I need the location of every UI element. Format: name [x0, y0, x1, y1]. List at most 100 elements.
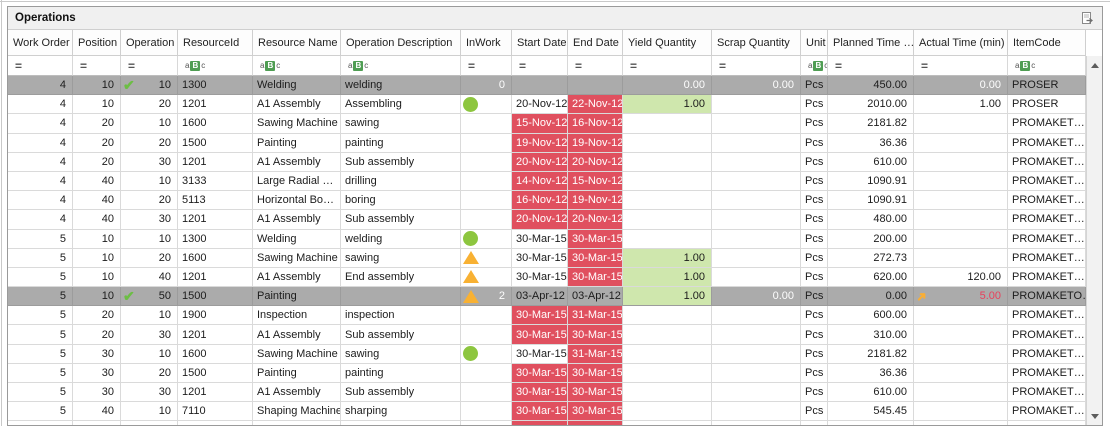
cell-at[interactable] — [914, 363, 1008, 383]
cell-ed[interactable]: 19-Nov-12 — [568, 133, 623, 153]
cell-item[interactable]: PROMAKET… — [1008, 171, 1086, 192]
cell-rid[interactable]: 1201 — [178, 152, 253, 172]
cell-pos[interactable]: 10 — [73, 95, 121, 115]
cell-sq[interactable] — [712, 325, 801, 345]
cell-rid[interactable]: 1201 — [178, 210, 253, 230]
table-row[interactable]: 5 10 10 1300 Welding welding 30-Mar-15 30-Mar-1… — [8, 229, 1086, 249]
cell-item[interactable]: PROMAKET… — [1008, 133, 1086, 153]
cell-rname[interactable]: A1 Assembly — [253, 383, 341, 403]
cell-at[interactable] — [914, 344, 1008, 364]
cell-unit[interactable] — [801, 421, 828, 425]
cell-rname[interactable]: Horizontal Bo… — [253, 191, 341, 211]
cell-pt[interactable]: 450.00 — [828, 76, 914, 96]
cell-pos[interactable]: 10 — [73, 248, 121, 268]
cell-rname[interactable]: Painting — [253, 133, 341, 153]
cell-item[interactable]: PROMAKET… — [1008, 402, 1086, 422]
cell-at[interactable] — [914, 421, 1008, 425]
cell-rid[interactable]: 1201 — [178, 325, 253, 345]
cell-unit[interactable]: Pcs — [801, 114, 828, 134]
cell-item[interactable]: PROMAKET… — [1008, 152, 1086, 172]
cell-pt[interactable]: 2010.00 — [828, 95, 914, 115]
cell-sq[interactable] — [712, 114, 801, 134]
cell-iwn[interactable] — [461, 210, 512, 230]
column-header-unit[interactable]: Unit — [801, 30, 828, 56]
cell-sq[interactable]: 0.00 — [712, 287, 801, 307]
cell-desc[interactable]: welding — [341, 229, 461, 249]
cell-iwn[interactable] — [461, 229, 512, 249]
cell-iwn[interactable] — [461, 363, 512, 383]
cell-ed[interactable]: 30-Mar-15 — [568, 402, 623, 422]
cell-sd[interactable]: 30-Mar-15 — [512, 344, 568, 364]
cell-sd[interactable]: 30-Mar-15 — [512, 306, 568, 326]
cell-at[interactable]: 0.00 — [914, 76, 1008, 96]
cell-at[interactable] — [914, 210, 1008, 230]
cell-op[interactable]: 30 — [121, 383, 178, 403]
cell-op[interactable]: 10 — [121, 114, 178, 134]
cell-at[interactable] — [914, 133, 1008, 153]
cell-item[interactable]: PROMAKET… — [1008, 248, 1086, 268]
export-button[interactable] — [1078, 10, 1096, 27]
cell-rname[interactable]: A1 Assembly — [253, 95, 341, 115]
cell-rid[interactable]: 3133 — [178, 171, 253, 192]
cell-desc[interactable]: sharping — [341, 402, 461, 422]
cell-iwn[interactable] — [461, 402, 512, 422]
cell-iwn[interactable] — [461, 171, 512, 192]
cell-yq[interactable] — [623, 133, 712, 153]
filter-cell-at[interactable]: = — [914, 56, 1008, 76]
cell-wo[interactable]: 5 — [8, 306, 73, 326]
cell-unit[interactable]: Pcs — [801, 171, 828, 192]
cell-rname[interactable]: Painting — [253, 287, 341, 307]
cell-sd[interactable]: 20-Nov-12 — [512, 210, 568, 230]
cell-pt[interactable]: 610.00 — [828, 383, 914, 403]
cell-sd[interactable]: 30-Mar-15 — [512, 363, 568, 383]
cell-yq[interactable] — [623, 344, 712, 364]
cell-item[interactable]: PROMAKET… — [1008, 191, 1086, 211]
cell-yq[interactable]: 1.00 — [623, 287, 712, 307]
cell-yq[interactable] — [623, 114, 712, 134]
cell-pos[interactable]: 10 — [73, 76, 121, 96]
table-row[interactable]: 4 20 20 1500 Painting painting 19-Nov-12 19-Nov… — [8, 133, 1086, 153]
cell-rname[interactable]: Welding — [253, 76, 341, 96]
cell-yq[interactable] — [623, 191, 712, 211]
cell-yq[interactable] — [623, 152, 712, 172]
cell-pt[interactable]: 2181.82 — [828, 344, 914, 364]
column-header-op[interactable]: Operation — [121, 30, 178, 56]
cell-desc[interactable]: boring — [341, 191, 461, 211]
cell-iwn[interactable] — [461, 114, 512, 134]
column-header-sd[interactable]: Start Date — [512, 30, 568, 56]
filter-cell-sq[interactable]: = — [712, 56, 801, 76]
cell-iwn[interactable] — [461, 152, 512, 172]
vertical-scrollbar[interactable] — [1086, 56, 1102, 425]
cell-sd[interactable]: 20-Nov-12 — [512, 95, 568, 115]
cell-pos[interactable]: 20 — [73, 114, 121, 134]
cell-rid[interactable]: 7110 — [178, 402, 253, 422]
cell-yq[interactable]: 0.00 — [623, 76, 712, 96]
cell-unit[interactable]: Pcs — [801, 363, 828, 383]
cell-pt[interactable]: 0.00 — [828, 287, 914, 307]
filter-cell-wo[interactable]: = — [8, 56, 73, 76]
cell-op[interactable]: 10 — [121, 402, 178, 422]
cell-unit[interactable]: Pcs — [801, 325, 828, 345]
cell-iwn[interactable] — [461, 306, 512, 326]
cell-sq[interactable] — [712, 229, 801, 249]
cell-pos[interactable]: 20 — [73, 152, 121, 172]
cell-ed[interactable]: 30-Mar-15 — [568, 248, 623, 268]
table-row[interactable]: 5 20 30 1201 A1 Assembly Sub assembly 30-Mar-1… — [8, 325, 1086, 345]
cell-wo[interactable]: 5 — [8, 383, 73, 403]
cell-ed[interactable]: 30-Mar-15 — [568, 229, 623, 249]
cell-item[interactable]: PROMAKET… — [1008, 325, 1086, 345]
cell-op[interactable]: 20 — [121, 95, 178, 115]
column-header-ed[interactable]: End Date — [568, 30, 623, 56]
table-row[interactable]: 5 10 ✔ 50 1500 Painting 2 03-Apr-12 03-Apr-12 1.0… — [8, 287, 1086, 307]
cell-rname[interactable]: A1 Assembly — [253, 152, 341, 172]
cell-sq[interactable] — [712, 95, 801, 115]
cell-pos[interactable]: 20 — [73, 133, 121, 153]
cell-unit[interactable]: Pcs — [801, 344, 828, 364]
cell-sq[interactable] — [712, 152, 801, 172]
cell-op[interactable]: 10 — [121, 171, 178, 192]
cell-ed[interactable] — [568, 76, 623, 96]
filter-cell-yq[interactable]: = — [623, 56, 712, 76]
cell-desc[interactable] — [341, 421, 461, 425]
